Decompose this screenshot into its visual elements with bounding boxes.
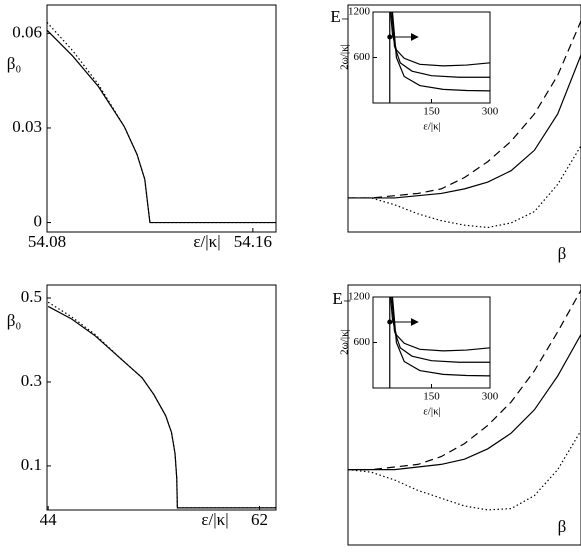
- y-tick-label: 0.03: [12, 117, 42, 136]
- curve: [348, 145, 581, 229]
- x-axis-label: β: [558, 517, 567, 536]
- x-tick-label: 300: [482, 391, 499, 403]
- curve: [47, 301, 276, 509]
- curve: [391, 11, 491, 92]
- x-axis-label: ε/|κ|: [423, 406, 441, 418]
- y-axis-label: β₀: [7, 311, 22, 330]
- curve: [391, 296, 490, 363]
- inset-frame: [372, 11, 491, 104]
- y-tick-label: 0.06: [12, 22, 42, 41]
- y-axis-label: β₀: [7, 54, 22, 73]
- y-axis-label: 2ω/|κ|: [339, 44, 351, 70]
- curve: [391, 296, 491, 377]
- curve: [391, 11, 490, 78]
- y-tick-label: 1200: [348, 6, 371, 18]
- y-tick-label: 0.3: [21, 371, 42, 390]
- y-tick-label: 0.5: [21, 287, 42, 306]
- y-tick-label: 1200: [348, 291, 371, 303]
- curve: [46, 21, 276, 224]
- x-tick-label: 54.16: [234, 232, 272, 251]
- x-axis-label: ε/|κ|: [201, 510, 228, 529]
- y-axis-label: E₋: [330, 7, 349, 26]
- inset-frame: [372, 296, 491, 389]
- y-tick-label: 0: [34, 211, 43, 230]
- y-axis-label: 2ω/|κ|: [339, 329, 351, 355]
- y-tick-label: 600: [354, 336, 371, 348]
- x-tick-label: 150: [423, 391, 440, 403]
- y-axis-label: E₋: [332, 289, 351, 308]
- x-tick-label: 62: [251, 510, 268, 529]
- plot-frame: [46, 4, 277, 233]
- x-tick-label: 44: [40, 510, 58, 529]
- y-tick-label: 0.1: [21, 455, 42, 474]
- curve: [348, 334, 581, 471]
- x-axis-label: β: [558, 244, 567, 263]
- curve: [348, 20, 581, 199]
- y-tick-label: 600: [354, 51, 371, 63]
- x-axis-label: ε/|κ|: [423, 121, 441, 133]
- x-axis-label: ε/|κ|: [193, 232, 220, 251]
- plot-frame: [46, 284, 277, 511]
- x-tick-label: 54.08: [28, 232, 66, 251]
- curve: [348, 289, 581, 471]
- x-tick-label: 150: [423, 106, 440, 118]
- curve: [348, 54, 581, 199]
- x-tick-label: 300: [482, 106, 499, 118]
